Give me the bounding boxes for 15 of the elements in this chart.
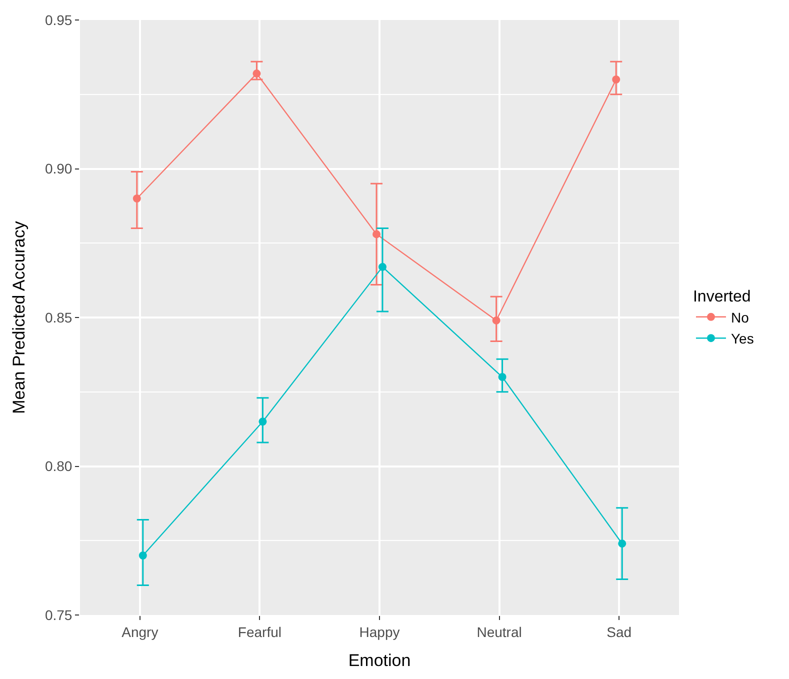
x-axis-title: Emotion <box>348 651 411 670</box>
legend-label: Yes <box>730 330 754 347</box>
y-axis-title: Mean Predicted Accuracy <box>10 220 28 414</box>
y-tick-label: 0.75 <box>44 606 72 623</box>
legend-title: Inverted <box>692 288 751 306</box>
x-tick-label: Sad <box>606 624 632 640</box>
y-tick-label: 0.95 <box>44 12 72 28</box>
y-tick-label: 0.80 <box>44 458 72 474</box>
x-tick-label: Angry <box>122 624 158 640</box>
x-tick-label: Neutral <box>476 624 522 640</box>
y-tick-label: 0.85 <box>44 309 72 326</box>
x-tick-label: Fearful <box>238 624 282 640</box>
legend-label: No <box>730 309 750 326</box>
x-tick-label: Happy <box>359 624 400 640</box>
y-tick-label: 0.90 <box>44 160 72 177</box>
